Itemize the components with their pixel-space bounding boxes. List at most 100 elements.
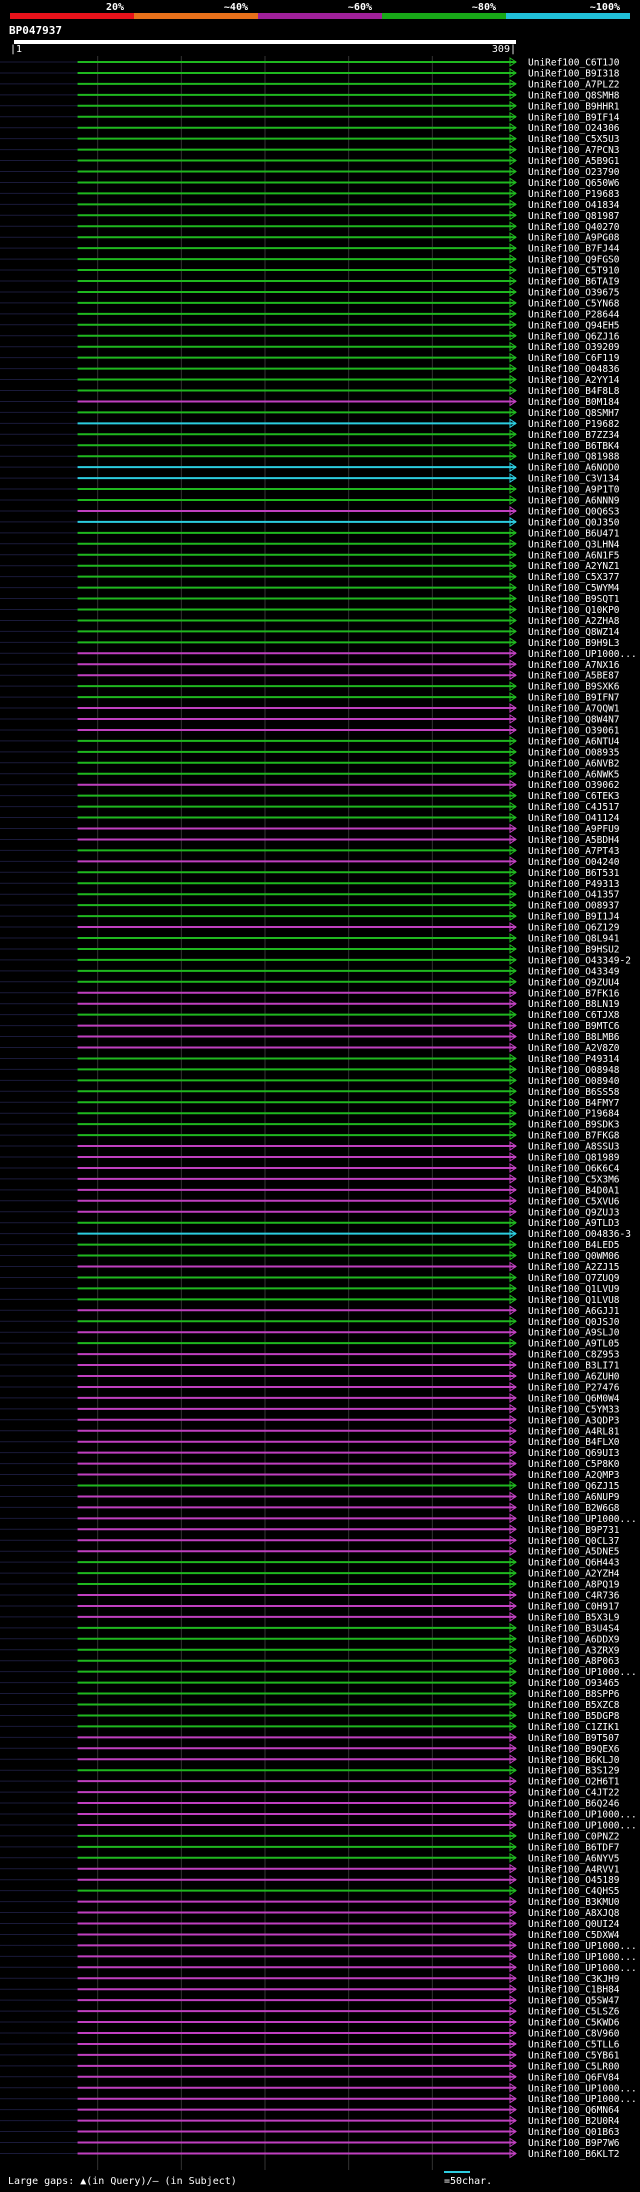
hit-arrow [509,692,517,703]
hit-arrow [509,1743,517,1754]
hit-arrow [509,473,517,484]
hit-arrow [509,911,517,922]
hit-label: UniRef100_C3V134 [528,474,620,485]
hit-label: UniRef100_O04836 [528,364,620,375]
footer-gaps-legend: Large gaps: ▲(in Query)/– (in Subject) [8,2176,237,2187]
hit-label: UniRef100_Q01B63 [528,2127,620,2138]
hit-label: UniRef100_B7FKG8 [528,1131,620,1142]
hit-arrow [509,1141,517,1151]
hit-arrow [509,188,517,199]
hit-label: UniRef100_B6T531 [528,868,620,879]
hit-arrow [509,57,517,67]
hit-label: UniRef100_Q5SW47 [528,1996,620,2007]
hit-arrow [509,2126,517,2137]
hit-label: UniRef100_O41834 [528,200,620,211]
hit-arrow [509,1699,517,1710]
hit-arrow [509,1414,517,1425]
hit-label: UniRef100_B3KMU0 [528,1897,620,1908]
hit-label: UniRef100_C6TJX8 [528,1010,620,1021]
hit-arrow [509,1152,517,1162]
hit-label: UniRef100_A8PQ19 [528,1580,620,1591]
hit-arrow [509,681,517,692]
hit-label: UniRef100_C5KWD6 [528,2018,620,2029]
hit-label: UniRef100_B9IFN7 [528,693,620,704]
hit-label: UniRef100_B4D0A1 [528,1185,620,1196]
legend-swatch-4 [506,13,630,19]
hit-label: UniRef100_B4LED5 [528,1240,620,1251]
hit-label: UniRef100_B9T507 [528,1733,620,1744]
hit-arrow [509,1830,517,1841]
hit-label: UniRef100_Q6ZJ15 [528,1481,620,1492]
hit-label: UniRef100_Q69UI3 [528,1448,620,1459]
hit-arrow [509,111,517,122]
hit-label: UniRef100_B9SDK3 [528,1120,620,1131]
hit-label: UniRef100_A7PLZ2 [528,79,620,90]
hit-arrow [509,1995,517,2006]
hit-label: UniRef100_A6GJJ1 [528,1306,620,1317]
hit-arrow [509,133,517,144]
hit-label: UniRef100_A7PCN3 [528,145,620,156]
hit-label: UniRef100_A6N1F5 [528,550,620,561]
hit-label: UniRef100_A2YZH4 [528,1569,620,1580]
hit-arrow [509,287,517,297]
hit-label: UniRef100_C5X5U3 [528,134,620,145]
hit-arrow [509,297,517,308]
hit-label: UniRef100_C4R736 [528,1591,620,1602]
hit-label: UniRef100_B6TBK4 [528,441,620,452]
hit-label: UniRef100_O93465 [528,1678,620,1689]
hit-arrow [509,1918,517,1929]
hit-label: UniRef100_B3U4S4 [528,1623,620,1634]
hit-arrow [509,582,517,593]
hit-label: UniRef100_B3LI71 [528,1361,620,1372]
hit-arrow [509,1086,517,1097]
hit-arrow [509,221,517,232]
hit-arrow [509,1119,517,1130]
hit-label: UniRef100_O41357 [528,890,620,901]
hit-arrow [509,89,517,100]
legend-label-2: ~60% [348,2,372,13]
hit-label: UniRef100_B6SS58 [528,1087,620,1098]
hit-label: UniRef100_A6NVB2 [528,758,620,769]
hit-arrow [509,648,517,659]
hit-label: UniRef100_Q0WM06 [528,1251,620,1262]
hit-label: UniRef100_A8XJQ8 [528,1908,620,1919]
hit-label: UniRef100_O41124 [528,813,620,824]
hit-arrow [509,516,517,527]
hit-label: UniRef100_A9SLJ0 [528,1328,620,1339]
hit-arrow [509,714,517,724]
hit-label: UniRef100_UP1000... [528,2094,637,2105]
hit-arrow [509,276,517,286]
hit-arrow [509,1929,517,1940]
hit-label: UniRef100_C4JT22 [528,1788,620,1799]
hit-label: UniRef100_Q9ZUU4 [528,977,620,988]
hit-label: UniRef100_O39062 [528,780,620,791]
hit-label: UniRef100_O43349 [528,966,620,977]
hit-label: UniRef100_O2H6T1 [528,1777,620,1788]
hit-label: UniRef100_C4QHS5 [528,1886,620,1897]
hit-label: UniRef100_B7FJ44 [528,244,620,255]
hit-arrow [509,1579,517,1589]
hit-arrow [509,779,517,790]
hit-label: UniRef100_Q0UI24 [528,1919,620,1930]
hit-arrow [509,1327,517,1338]
hit-arrow [509,1973,517,1984]
hit-arrow [509,462,517,473]
hit-arrow [509,1863,517,1874]
hit-arrow [509,1776,517,1787]
hit-arrow [509,1382,517,1392]
hit-label: UniRef100_B9IF14 [528,112,620,123]
hit-arrow [509,1787,517,1798]
hit-arrow [509,768,517,779]
hit-label: UniRef100_B9QEX6 [528,1744,620,1755]
hit-label: UniRef100_A6NNN9 [528,496,620,507]
hit-label: UniRef100_B9I1J4 [528,912,620,923]
hit-arrow [509,1568,517,1579]
hit-label: UniRef100_C4J517 [528,802,620,813]
hit-label: UniRef100_B4FLX0 [528,1437,620,1448]
hit-arrow [509,670,517,681]
hit-label: UniRef100_C8V960 [528,2029,620,2040]
hit-arrow [509,987,517,998]
hit-label: UniRef100_O39209 [528,342,620,353]
hit-arrow [509,2071,517,2082]
hit-arrow [509,560,517,571]
